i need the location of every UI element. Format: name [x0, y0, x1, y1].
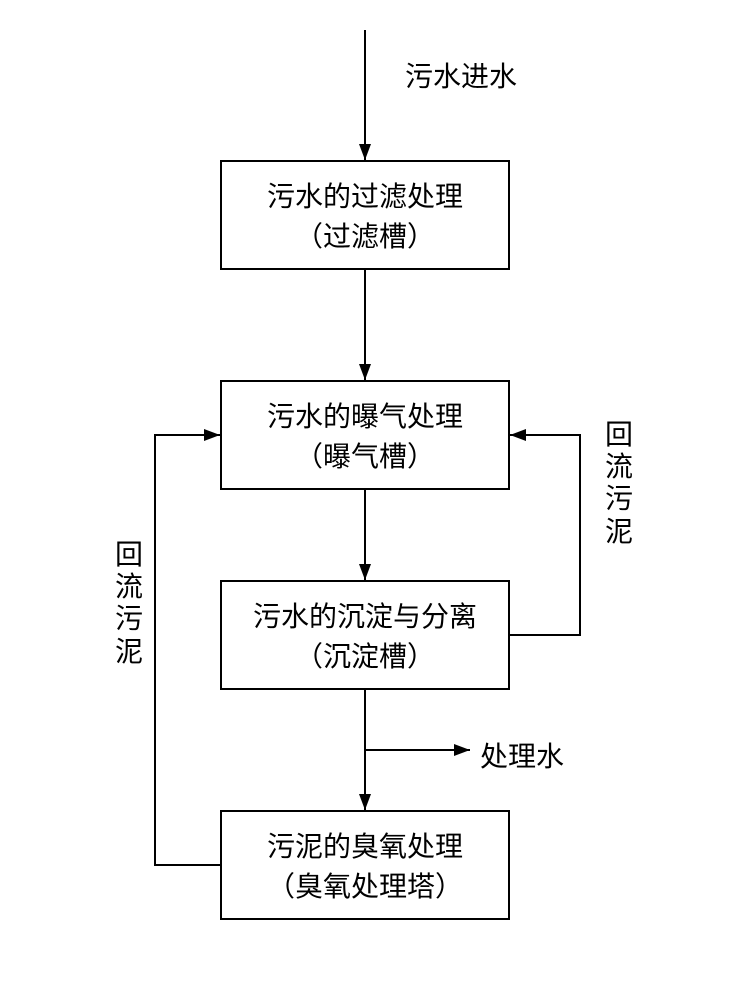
flowchart-canvas: 污水的过滤处理（过滤槽） 污水的曝气处理（曝气槽） 污水的沉淀与分离（沉淀槽） 污泥的…	[0, 0, 756, 1000]
node-filter-line2: （过滤槽）	[295, 215, 435, 255]
node-aerate: 污水的曝气处理（曝气槽）	[220, 380, 510, 490]
node-settle-line1: 污水的沉淀与分离	[253, 595, 477, 635]
edge-e_right_loop	[510, 435, 580, 635]
node-ozone-line1: 污泥的臭氧处理	[267, 825, 463, 865]
label-rs_left: 回流污泥	[115, 540, 143, 669]
node-filter: 污水的过滤处理（过滤槽）	[220, 160, 510, 270]
node-aerate-line1: 污水的曝气处理	[267, 395, 463, 435]
label-treated: 处理水	[480, 735, 564, 775]
node-ozone-line2: （臭氧处理塔）	[267, 865, 463, 905]
label-rs_right: 回流污泥	[605, 420, 633, 549]
label-inflow: 污水进水	[405, 55, 517, 95]
node-settle-line2: （沉淀槽）	[295, 635, 435, 675]
node-ozone: 污泥的臭氧处理（臭氧处理塔）	[220, 810, 510, 920]
node-settle: 污水的沉淀与分离（沉淀槽）	[220, 580, 510, 690]
edge-e_left_loop	[155, 435, 220, 865]
node-aerate-line2: （曝气槽）	[295, 435, 435, 475]
node-filter-line1: 污水的过滤处理	[267, 175, 463, 215]
